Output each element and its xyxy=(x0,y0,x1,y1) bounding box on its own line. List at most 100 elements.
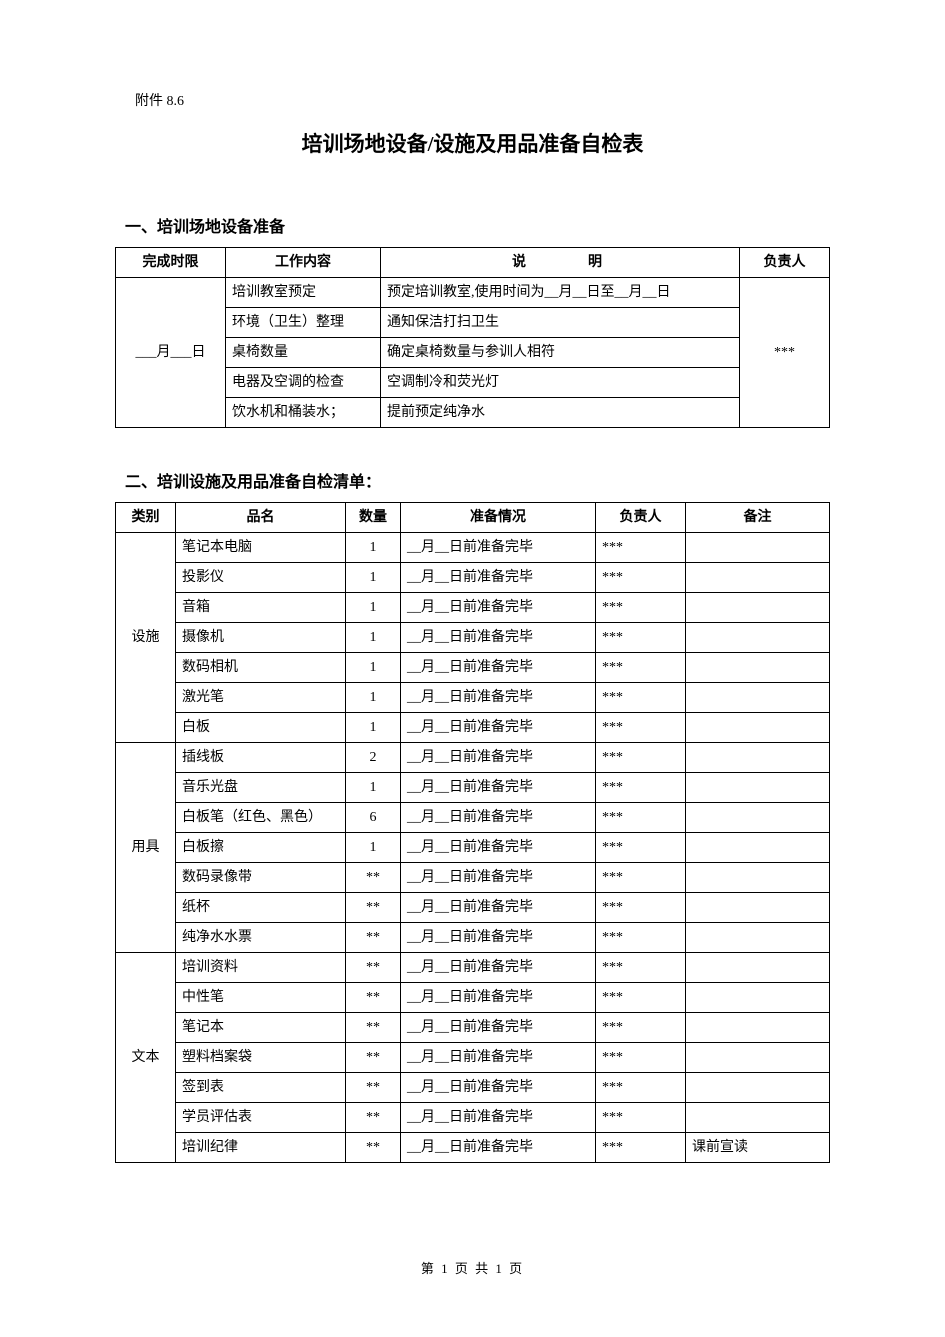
table-header-row: 类别 品名 数量 准备情况 负责人 备注 xyxy=(116,503,830,533)
qty-cell: ** xyxy=(346,893,401,923)
qty-cell: ** xyxy=(346,1043,401,1073)
table-row: 音箱1__月__日前准备完毕*** xyxy=(116,593,830,623)
qty-cell: 1 xyxy=(346,593,401,623)
item-name-cell: 投影仪 xyxy=(176,563,346,593)
table-header-row: 完成时限 工作内容 说 明 负责人 xyxy=(116,248,830,278)
owner-cell: *** xyxy=(596,533,686,563)
work-cell: 环境（卫生）整理 xyxy=(226,308,381,338)
remark-cell xyxy=(686,1013,830,1043)
category-cell: 文本 xyxy=(116,953,176,1163)
attachment-number: 附件 8.6 xyxy=(135,90,830,110)
qty-cell: ** xyxy=(346,923,401,953)
table-row: 数码相机1__月__日前准备完毕*** xyxy=(116,653,830,683)
remark-cell xyxy=(686,953,830,983)
item-name-cell: 笔记本 xyxy=(176,1013,346,1043)
table-equipment-prep: 完成时限 工作内容 说 明 负责人 ___月___日培训教室预定预定培训教室,使… xyxy=(115,247,830,428)
th-desc: 说 明 xyxy=(381,248,740,278)
th-qty: 数量 xyxy=(346,503,401,533)
table-row: 塑料档案袋**__月__日前准备完毕*** xyxy=(116,1043,830,1073)
remark-cell xyxy=(686,833,830,863)
remark-cell xyxy=(686,683,830,713)
status-cell: __月__日前准备完毕 xyxy=(401,803,596,833)
status-cell: __月__日前准备完毕 xyxy=(401,1103,596,1133)
section1-heading: 一、培训场地设备准备 xyxy=(125,213,830,237)
item-name-cell: 塑料档案袋 xyxy=(176,1043,346,1073)
status-cell: __月__日前准备完毕 xyxy=(401,1043,596,1073)
table-row: 纯净水水票**__月__日前准备完毕*** xyxy=(116,923,830,953)
table-row: 纸杯**__月__日前准备完毕*** xyxy=(116,893,830,923)
item-name-cell: 笔记本电脑 xyxy=(176,533,346,563)
status-cell: __月__日前准备完毕 xyxy=(401,563,596,593)
status-cell: __月__日前准备完毕 xyxy=(401,1073,596,1103)
desc-cell: 确定桌椅数量与参训人相符 xyxy=(381,338,740,368)
table-row: 白板擦1__月__日前准备完毕*** xyxy=(116,833,830,863)
remark-cell xyxy=(686,563,830,593)
page-footer: 第 1 页 共 1 页 xyxy=(0,1258,945,1277)
table-row: ___月___日培训教室预定预定培训教室,使用时间为__月__日至__月__日*… xyxy=(116,278,830,308)
work-cell: 培训教室预定 xyxy=(226,278,381,308)
status-cell: __月__日前准备完毕 xyxy=(401,953,596,983)
remark-cell xyxy=(686,743,830,773)
table-row: 用具插线板2__月__日前准备完毕*** xyxy=(116,743,830,773)
remark-cell xyxy=(686,1043,830,1073)
owner-cell: *** xyxy=(596,623,686,653)
table-row: 签到表**__月__日前准备完毕*** xyxy=(116,1073,830,1103)
owner-cell: *** xyxy=(596,983,686,1013)
qty-cell: 1 xyxy=(346,773,401,803)
table-row: 白板笔（红色、黑色）6__月__日前准备完毕*** xyxy=(116,803,830,833)
owner-cell: *** xyxy=(596,923,686,953)
owner-cell: *** xyxy=(596,653,686,683)
desc-cell: 预定培训教室,使用时间为__月__日至__月__日 xyxy=(381,278,740,308)
desc-cell: 空调制冷和荧光灯 xyxy=(381,368,740,398)
item-name-cell: 数码相机 xyxy=(176,653,346,683)
item-name-cell: 纸杯 xyxy=(176,893,346,923)
status-cell: __月__日前准备完毕 xyxy=(401,923,596,953)
desc-cell: 提前预定纯净水 xyxy=(381,398,740,428)
item-name-cell: 数码录像带 xyxy=(176,863,346,893)
status-cell: __月__日前准备完毕 xyxy=(401,623,596,653)
status-cell: __月__日前准备完毕 xyxy=(401,683,596,713)
th-owner: 负责人 xyxy=(596,503,686,533)
qty-cell: ** xyxy=(346,983,401,1013)
qty-cell: 1 xyxy=(346,563,401,593)
table-row: 音乐光盘1__月__日前准备完毕*** xyxy=(116,773,830,803)
owner-cell: *** xyxy=(740,278,830,428)
status-cell: __月__日前准备完毕 xyxy=(401,833,596,863)
table-row: 激光笔1__月__日前准备完毕*** xyxy=(116,683,830,713)
owner-cell: *** xyxy=(596,713,686,743)
table-row: 数码录像带**__月__日前准备完毕*** xyxy=(116,863,830,893)
remark-cell xyxy=(686,923,830,953)
remark-cell xyxy=(686,863,830,893)
item-name-cell: 音乐光盘 xyxy=(176,773,346,803)
item-name-cell: 白板笔（红色、黑色） xyxy=(176,803,346,833)
table-row: 摄像机1__月__日前准备完毕*** xyxy=(116,623,830,653)
remark-cell xyxy=(686,803,830,833)
item-name-cell: 白板 xyxy=(176,713,346,743)
table-row: 文本培训资料**__月__日前准备完毕*** xyxy=(116,953,830,983)
table-row: 设施笔记本电脑1__月__日前准备完毕*** xyxy=(116,533,830,563)
th-work: 工作内容 xyxy=(226,248,381,278)
status-cell: __月__日前准备完毕 xyxy=(401,653,596,683)
owner-cell: *** xyxy=(596,563,686,593)
item-name-cell: 签到表 xyxy=(176,1073,346,1103)
table-row: 笔记本**__月__日前准备完毕*** xyxy=(116,1013,830,1043)
qty-cell: ** xyxy=(346,1073,401,1103)
remark-cell xyxy=(686,533,830,563)
table-row: 白板1__月__日前准备完毕*** xyxy=(116,713,830,743)
table-row: 投影仪1__月__日前准备完毕*** xyxy=(116,563,830,593)
owner-cell: *** xyxy=(596,893,686,923)
status-cell: __月__日前准备完毕 xyxy=(401,593,596,623)
remark-cell xyxy=(686,593,830,623)
status-cell: __月__日前准备完毕 xyxy=(401,1133,596,1163)
deadline-cell: ___月___日 xyxy=(116,278,226,428)
qty-cell: 1 xyxy=(346,623,401,653)
category-cell: 用具 xyxy=(116,743,176,953)
owner-cell: *** xyxy=(596,863,686,893)
item-name-cell: 音箱 xyxy=(176,593,346,623)
item-name-cell: 摄像机 xyxy=(176,623,346,653)
qty-cell: ** xyxy=(346,1103,401,1133)
section2-heading: 二、培训设施及用品准备自检清单： xyxy=(125,468,830,492)
status-cell: __月__日前准备完毕 xyxy=(401,1013,596,1043)
remark-cell xyxy=(686,893,830,923)
owner-cell: *** xyxy=(596,1013,686,1043)
